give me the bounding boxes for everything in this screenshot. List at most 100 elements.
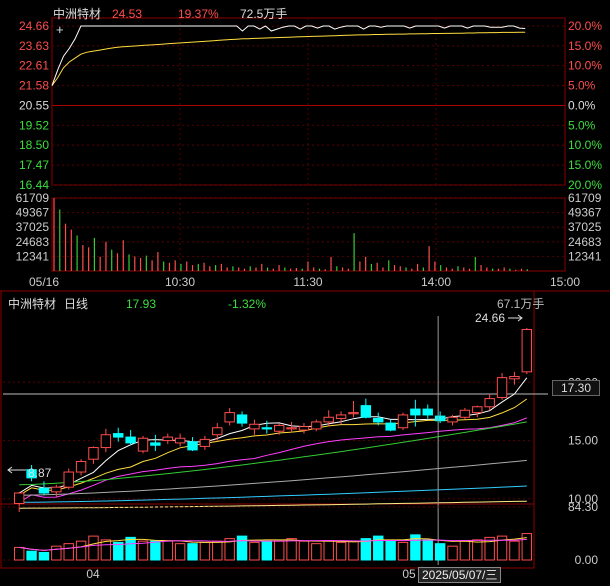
intraday-volume-tick-left: 37025	[16, 220, 50, 234]
candle-body	[113, 433, 124, 438]
candle-body	[13, 492, 25, 504]
ma30-line	[19, 421, 527, 486]
candle-body	[100, 434, 112, 449]
candle-body	[496, 377, 508, 398]
daily-change-pct: -1.32%	[228, 297, 267, 311]
daily-volume-bar	[286, 538, 297, 561]
daily-volume-bar	[88, 535, 99, 561]
candle-body	[459, 409, 471, 418]
intraday-volume-tick-right: 12341	[568, 249, 602, 263]
candle-body	[521, 329, 533, 373]
daily-volume-bar	[484, 536, 495, 561]
intraday-pct-tick: 10.0%	[568, 138, 602, 152]
daily-volume-tick: 84.30	[568, 500, 598, 514]
candle-body	[447, 416, 458, 423]
daily-volume-bar	[51, 545, 62, 561]
intraday-time-tick: 05/16	[29, 275, 59, 289]
intraday-price-tick: 24.66	[19, 19, 49, 33]
daily-volume-bar	[236, 535, 248, 561]
candle-body	[261, 427, 273, 430]
daily-volume-bar	[261, 540, 273, 561]
candle-body	[187, 441, 198, 451]
intraday-volume-tick-left: 12341	[16, 249, 50, 263]
candle-body	[410, 408, 421, 416]
intraday-change-pct: 19.37%	[178, 7, 219, 21]
candle-body	[397, 414, 409, 429]
intraday-pct-tick: 0.0%	[568, 99, 596, 113]
daily-volume-bar	[249, 541, 260, 561]
daily-price: 17.93	[126, 297, 157, 311]
high-marker-arrowhead	[517, 314, 523, 322]
daily-volume-bar	[199, 541, 211, 561]
daily-volume-bar	[298, 540, 310, 561]
ma60-line	[19, 459, 527, 496]
daily-volume-bar	[410, 534, 421, 561]
daily-volume-bar	[273, 540, 285, 561]
candle-body	[434, 415, 446, 422]
candle-body	[385, 422, 396, 431]
candle-body	[88, 447, 99, 460]
candle-body	[162, 436, 173, 442]
intraday-price-tick: 21.58	[19, 79, 49, 93]
low-marker-arrowhead	[7, 466, 13, 474]
candle-body	[422, 408, 433, 416]
daily-volume-label: 67.1万手	[497, 297, 545, 311]
candle-body	[335, 414, 347, 419]
intraday-volume-tick-left: 61709	[16, 191, 50, 205]
candle-body	[150, 442, 161, 446]
daily-volume-bar	[348, 540, 359, 561]
daily-volume-bar	[385, 540, 396, 561]
daily-volume-bar	[397, 541, 409, 561]
daily-volume-bar	[422, 539, 433, 561]
candle-body	[348, 412, 359, 415]
ma120-line	[19, 485, 527, 503]
candle-body	[125, 436, 136, 444]
daily-date-tick: 04	[86, 567, 100, 581]
ma20-line	[18, 417, 527, 503]
candle-body	[286, 427, 297, 430]
candle-body	[137, 437, 149, 452]
intraday-pct-tick: 15.0%	[568, 158, 602, 172]
daily-volume-bar	[447, 545, 458, 561]
candle-body	[360, 405, 372, 418]
candle-body	[298, 426, 310, 431]
daily-volume-bar	[174, 543, 186, 561]
daily-volume-bar	[509, 540, 520, 561]
ma5-line	[18, 377, 528, 494]
daily-date-tick: 05	[402, 567, 416, 581]
intraday-time-tick: 14:00	[421, 275, 451, 289]
intraday-time-tick: 15:00	[550, 275, 580, 289]
intraday-pct-tick: 10.0%	[568, 59, 602, 73]
daily-volume-bar	[212, 540, 223, 561]
intraday-volume-tick-left: 24683	[16, 235, 50, 249]
daily-volume-bar	[496, 535, 508, 561]
daily-volume-bar	[434, 543, 446, 561]
daily-volume-bar	[150, 540, 161, 561]
intraday-stock-name: 中洲特材	[53, 7, 102, 21]
daily-volume-bar	[137, 540, 149, 561]
intraday-avg-line	[51, 31, 526, 86]
daily-price-tick: 10.00	[568, 492, 598, 506]
crosshair-plus-icon[interactable]: +	[56, 22, 64, 37]
daily-volume-bar	[100, 539, 112, 561]
intraday-pct-tick: 5.0%	[568, 79, 596, 93]
intraday-pct-tick: 20.0%	[568, 19, 602, 33]
candle-body	[224, 412, 235, 423]
intraday-time-tick: 11:30	[293, 275, 322, 289]
daily-volume-bar	[459, 540, 471, 561]
daily-volume-bar	[125, 536, 136, 561]
intraday-volume-tick-right: 24683	[568, 235, 602, 249]
candle-body	[311, 421, 322, 430]
daily-volume-bar	[521, 533, 533, 561]
candle-body	[174, 437, 186, 444]
daily-volume-bar	[187, 543, 198, 561]
intraday-price-tick: 18.50	[19, 138, 49, 152]
daily-period-label[interactable]: 日线	[64, 297, 89, 311]
candle-body	[199, 438, 211, 447]
ma250-line	[19, 500, 527, 509]
candle-body	[472, 406, 483, 414]
daily-volume-bar	[224, 538, 235, 561]
intraday-volume-tick-left: 49367	[16, 206, 50, 220]
